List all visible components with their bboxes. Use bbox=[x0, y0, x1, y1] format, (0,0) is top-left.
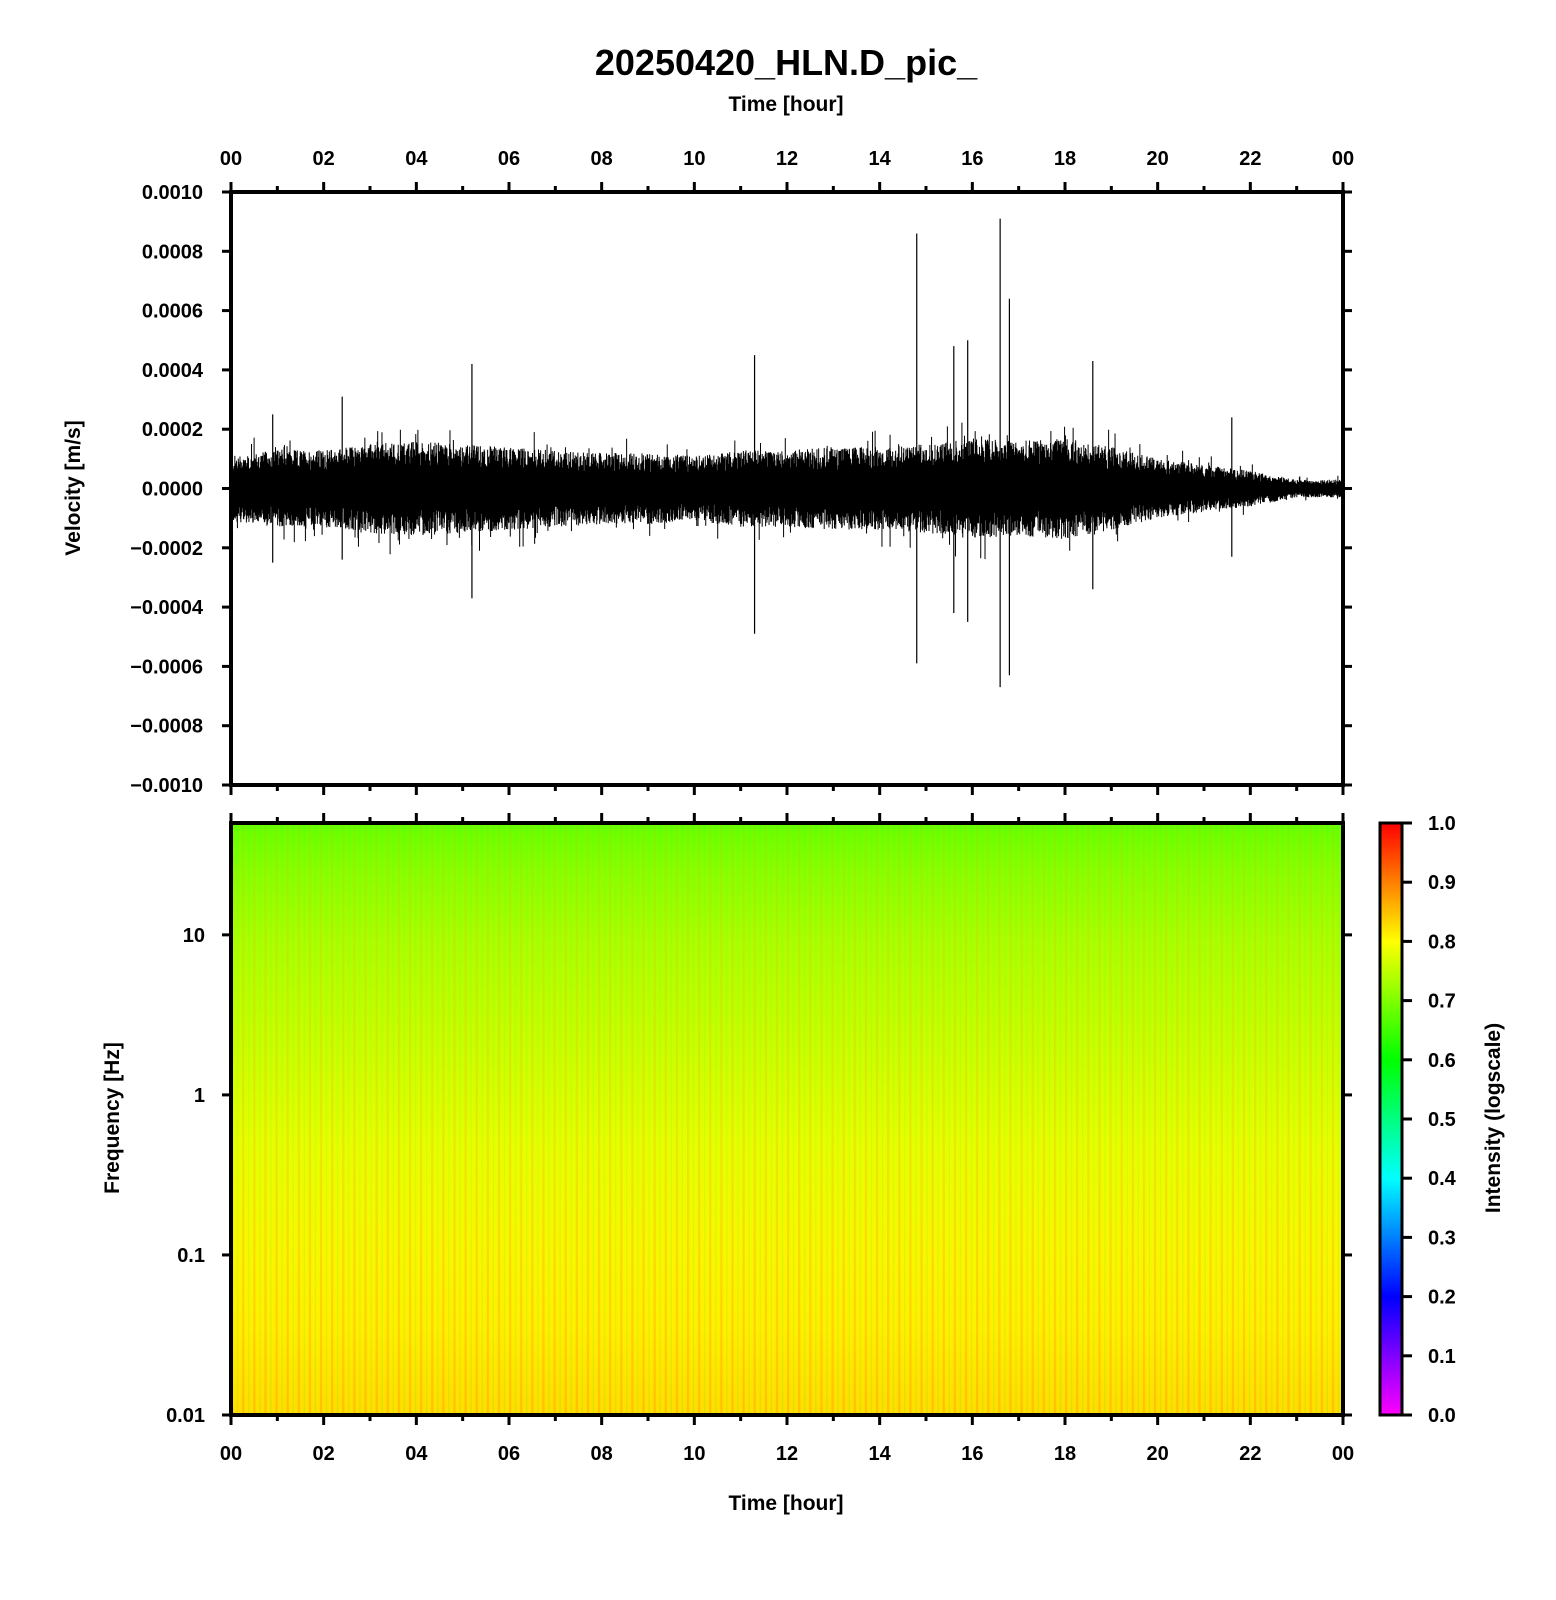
colorbar-tick-label: 1.0 bbox=[1428, 813, 1456, 835]
spectrogram-panel: 00 02 04 06 08 10 12 14 16 18 20 22 00 10 1 0.1 0.01 Fre… bbox=[101, 813, 1354, 1515]
waveform-y-tick-label: −0.0002 bbox=[130, 538, 203, 560]
colorbar-tick-label: 0.2 bbox=[1428, 1287, 1456, 1309]
velocity-trace bbox=[230, 218, 1344, 688]
waveform-y-tick-label: 0.0004 bbox=[142, 360, 204, 382]
bottom-x-tick-label: 02 bbox=[313, 1443, 335, 1465]
waveform-ticks: 00 02 04 06 08 10 12 14 16 18 20 22 00 0.0010 0.0008 0.… bbox=[130, 148, 1354, 797]
colorbar-tick-label: 0.6 bbox=[1428, 1050, 1456, 1072]
colorbar-tick-label: 0.8 bbox=[1428, 931, 1456, 953]
colorbar-gradient bbox=[1378, 821, 1404, 1417]
bottom-x-tick-label: 12 bbox=[776, 1443, 798, 1465]
top-x-tick-label: 16 bbox=[961, 148, 983, 170]
bottom-x-tick-label: 00 bbox=[1332, 1443, 1354, 1465]
top-x-tick-label: 08 bbox=[591, 148, 613, 170]
bottom-x-tick-label: 10 bbox=[683, 1443, 705, 1465]
top-x-tick-label: 12 bbox=[776, 148, 798, 170]
colorbar-tick-label: 0.1 bbox=[1428, 1346, 1456, 1368]
spectrogram-y-tick-label: 1 bbox=[194, 1085, 205, 1107]
spectrogram-y-tick-label: 0.1 bbox=[177, 1245, 205, 1267]
spectrogram-y-axis-label: Frequency [Hz] bbox=[101, 1042, 124, 1194]
spectrogram-y-tick-label: 0.01 bbox=[166, 1405, 205, 1427]
chart-title: 20250420_HLN.D_pic_ bbox=[595, 42, 978, 83]
top-x-tick-label: 04 bbox=[405, 148, 428, 170]
top-x-tick-label: 22 bbox=[1239, 148, 1261, 170]
colorbar-label: Intensity (logscale) bbox=[1482, 1023, 1505, 1213]
top-x-tick-label: 00 bbox=[1332, 148, 1354, 170]
velocity-noise-trace bbox=[230, 422, 1344, 560]
waveform-y-tick-label: 0.0010 bbox=[142, 182, 203, 204]
colorbar-tick-label: 0.4 bbox=[1428, 1168, 1457, 1190]
colorbar: 1.0 0.9 0.8 0.7 0.6 0.5 0.4 0.3 0.2 0.1 0.0 Intens… bbox=[1378, 813, 1505, 1427]
waveform-y-tick-label: −0.0006 bbox=[130, 656, 203, 678]
colorbar-tick-label: 0.3 bbox=[1428, 1227, 1456, 1249]
waveform-y-tick-label: −0.0010 bbox=[130, 775, 203, 797]
waveform-panel: 00 02 04 06 08 10 12 14 16 18 20 22 00 0.0010 0.0008 0.… bbox=[62, 148, 1354, 797]
colorbar-ticks: 1.0 0.9 0.8 0.7 0.6 0.5 0.4 0.3 0.2 0.1 0.0 bbox=[1402, 813, 1457, 1427]
waveform-y-tick-label: −0.0004 bbox=[130, 597, 204, 619]
top-x-axis-label: Time [hour] bbox=[728, 93, 843, 116]
top-x-tick-label: 20 bbox=[1147, 148, 1169, 170]
top-x-tick-label: 06 bbox=[498, 148, 520, 170]
bottom-x-tick-label: 22 bbox=[1239, 1443, 1261, 1465]
bottom-x-tick-label: 04 bbox=[405, 1443, 428, 1465]
bottom-x-tick-label: 16 bbox=[961, 1443, 983, 1465]
colorbar-tick-label: 0.0 bbox=[1428, 1405, 1456, 1427]
colorbar-tick-label: 0.5 bbox=[1428, 1109, 1456, 1131]
spectrogram-y-tick-label: 10 bbox=[183, 925, 205, 947]
bottom-x-tick-label: 18 bbox=[1054, 1443, 1076, 1465]
spectrogram-frame bbox=[229, 821, 1345, 1417]
bottom-x-tick-label: 14 bbox=[869, 1443, 892, 1465]
bottom-x-axis-label: Time [hour] bbox=[728, 1492, 843, 1515]
colorbar-tick-label: 0.7 bbox=[1428, 991, 1456, 1013]
top-x-tick-label: 02 bbox=[313, 148, 335, 170]
top-x-tick-label: 00 bbox=[220, 148, 242, 170]
spectrogram-stripes bbox=[231, 823, 1343, 1415]
waveform-y-tick-label: 0.0002 bbox=[142, 419, 203, 441]
bottom-x-tick-label: 20 bbox=[1147, 1443, 1169, 1465]
bottom-x-tick-label: 08 bbox=[591, 1443, 613, 1465]
top-x-tick-label: 10 bbox=[683, 148, 705, 170]
colorbar-tick-label: 0.9 bbox=[1428, 872, 1456, 894]
waveform-y-tick-label: 0.0000 bbox=[142, 479, 203, 501]
waveform-y-tick-label: −0.0008 bbox=[130, 716, 203, 738]
bottom-x-tick-label: 06 bbox=[498, 1443, 520, 1465]
waveform-y-axis-label: Velocity [m/s] bbox=[62, 420, 85, 555]
top-x-tick-label: 18 bbox=[1054, 148, 1076, 170]
waveform-y-tick-label: 0.0006 bbox=[142, 301, 203, 323]
bottom-x-tick-label: 00 bbox=[220, 1443, 242, 1465]
waveform-frame bbox=[229, 190, 1345, 787]
top-x-tick-label: 14 bbox=[869, 148, 892, 170]
waveform-y-tick-label: 0.0008 bbox=[142, 241, 203, 263]
